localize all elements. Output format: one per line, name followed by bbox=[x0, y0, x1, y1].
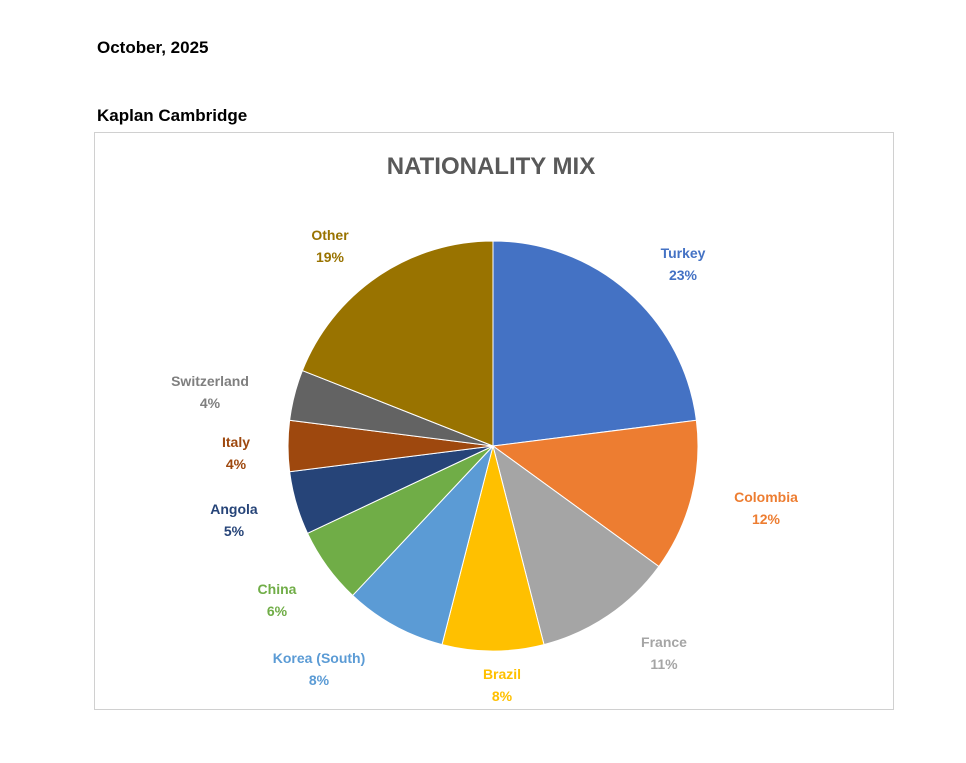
pie-slices bbox=[287, 240, 699, 652]
pie-slice-other bbox=[301, 240, 494, 447]
slice-value-other: 19% bbox=[316, 249, 345, 265]
slice-label-other: Other bbox=[311, 227, 349, 243]
pie-slice-france bbox=[492, 444, 660, 646]
document-date: October, 2025 bbox=[97, 38, 209, 57]
document-organization: Kaplan Cambridge bbox=[97, 106, 248, 125]
pie-slice-brazil bbox=[441, 445, 545, 652]
slice-label-italy: Italy bbox=[222, 434, 250, 450]
slice-value-turkey: 23% bbox=[669, 267, 698, 283]
pie-slice-turkey bbox=[492, 240, 697, 447]
slice-label-korea-south: Korea (South) bbox=[273, 650, 366, 666]
slice-label-france: France bbox=[641, 634, 687, 650]
slice-label-turkey: Turkey bbox=[661, 245, 706, 261]
slice-value-angola: 5% bbox=[224, 523, 245, 539]
pie-slice-colombia bbox=[491, 419, 699, 568]
slice-label-angola: Angola bbox=[210, 501, 258, 517]
slice-value-italy: 4% bbox=[226, 456, 247, 472]
pie-slice-korea-south bbox=[351, 445, 494, 646]
slice-label-brazil: Brazil bbox=[483, 666, 521, 682]
slice-value-korea-south: 8% bbox=[309, 672, 330, 688]
slice-label-switzerland: Switzerland bbox=[171, 373, 249, 389]
chart-title: NATIONALITY MIX bbox=[387, 153, 595, 180]
slice-value-france: 11% bbox=[650, 656, 678, 672]
slice-value-switzerland: 4% bbox=[200, 395, 221, 411]
slice-value-brazil: 8% bbox=[492, 688, 513, 704]
slice-label-china: China bbox=[258, 581, 297, 597]
slice-label-colombia: Colombia bbox=[734, 489, 798, 505]
pie-labels: Turkey 23% Colombia 12% France 11% Brazil 8% Kor… bbox=[171, 227, 798, 704]
slice-value-colombia: 12% bbox=[752, 511, 781, 527]
slice-value-china: 6% bbox=[267, 603, 288, 619]
